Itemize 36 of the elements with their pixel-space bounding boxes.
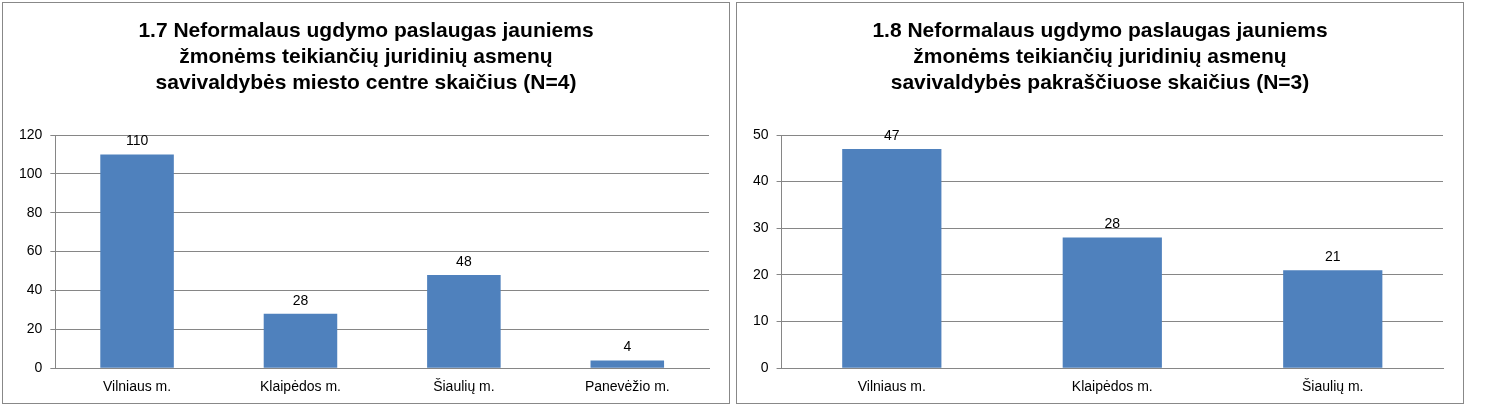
x-tick-label: Klaipėdos m. — [1071, 378, 1153, 395]
data-label: 28 — [292, 291, 309, 308]
x-tick-label: Vilniaus m. — [857, 378, 926, 395]
data-label: 48 — [456, 252, 472, 269]
y-tick-label: 20 — [752, 265, 769, 282]
x-tick-label: Klaipėdos m. — [260, 378, 341, 395]
y-tick-label: 50 — [752, 125, 769, 142]
bar — [1062, 237, 1162, 368]
y-tick-label: 40 — [752, 172, 769, 189]
y-tick-label: 10 — [752, 312, 769, 329]
chart-title: 1.7 Neformalaus ugdymo paslaugas jauniems žmonėms teikiančių juridinių asmenų savivaldybės miesto centre skaičius (N=4) — [137, 17, 595, 95]
x-tick-label: Šiaulių m. — [433, 378, 495, 395]
bar — [1283, 270, 1383, 368]
y-tick-label: 60 — [26, 242, 43, 259]
y-tick-label: 20 — [26, 320, 43, 337]
y-tick-label: 120 — [19, 125, 43, 142]
y-tick-label: 80 — [26, 203, 43, 220]
data-label: 47 — [884, 126, 900, 143]
data-label: 110 — [125, 132, 149, 149]
data-label: 4 — [623, 338, 632, 355]
x-tick-label: Vilniaus m. — [102, 378, 172, 395]
data-label: 21 — [1324, 248, 1341, 265]
bar — [427, 274, 501, 368]
bar — [263, 313, 338, 368]
bar — [100, 154, 174, 368]
x-tick-label: Šiaulių m. — [1302, 378, 1364, 395]
chart-title: 1.8 Neformalaus ugdymo paslaugas jauniems žmonėms teikiančių juridinių asmenų savivaldybės pakraščiuose skaičius (N=3) — [871, 17, 1329, 95]
y-tick-label: 40 — [26, 281, 43, 298]
data-label: 28 — [1104, 215, 1121, 232]
bar — [842, 148, 942, 368]
y-tick-label: 0 — [34, 359, 43, 376]
x-tick-label: Panevėžio m. — [584, 378, 670, 395]
y-tick-label: 100 — [19, 164, 43, 181]
y-tick-label: 30 — [752, 219, 769, 236]
y-tick-label: 0 — [760, 359, 769, 376]
bar — [590, 360, 665, 368]
